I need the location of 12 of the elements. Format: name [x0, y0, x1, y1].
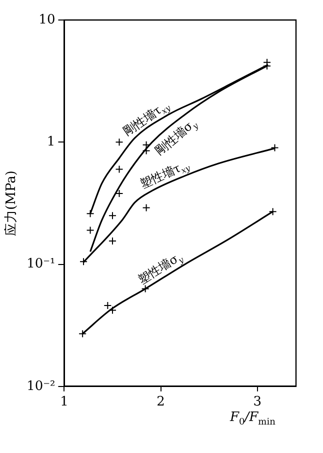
x-tick-label: 1 — [60, 394, 68, 410]
y-tick-label: 1 — [46, 134, 56, 150]
y-tick-label: 10 — [38, 12, 56, 28]
x-tick-label: 2 — [156, 394, 165, 410]
text: 塑性墻τxy — [138, 160, 192, 192]
text: 剛性墻σy — [152, 118, 200, 158]
x-axis-title: F$_{0}$/F$_{min}$ — [230, 410, 276, 428]
y-axis-title: 应力(MPa) — [3, 170, 20, 236]
text: 塑性墻σy — [136, 252, 186, 287]
y-tick-label: 10⁻² — [26, 378, 56, 394]
x-tick-label: 3 — [253, 394, 262, 410]
y-tick-label: 10⁻¹ — [26, 256, 56, 272]
